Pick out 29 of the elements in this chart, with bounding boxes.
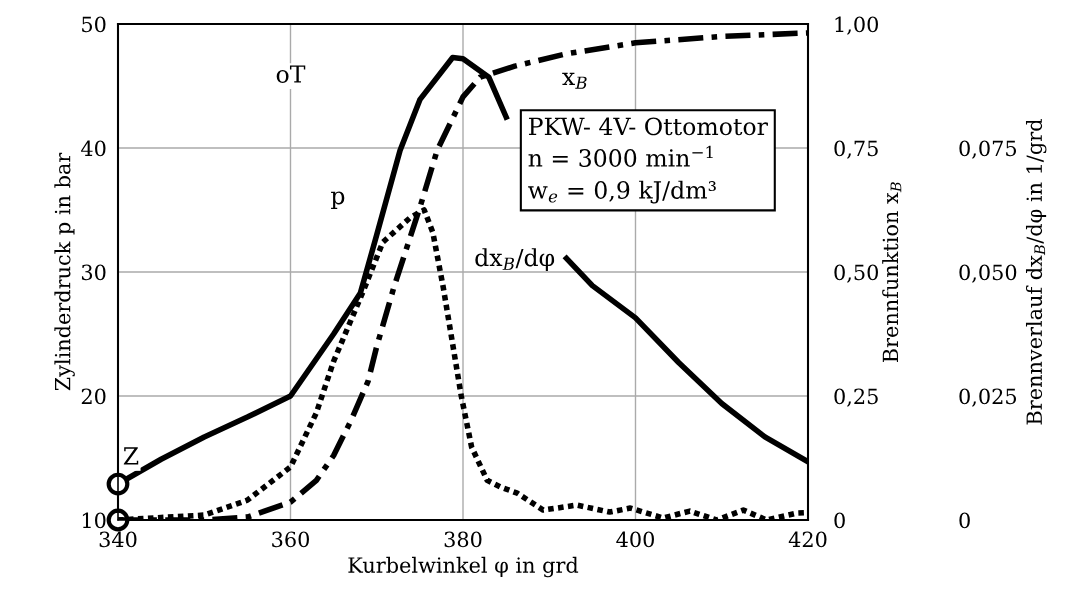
x-tick-label: 340 xyxy=(99,531,137,548)
annotation: x$_{B}$ xyxy=(562,72,587,89)
y-axis-title: Zylinderdruck p in bar xyxy=(54,152,75,391)
x-axis-title: Kurbelwinkel φ in grd xyxy=(348,556,579,578)
y-tick-label: 50 xyxy=(82,16,106,33)
y-tick-label: 40 xyxy=(81,140,106,157)
annotation: dx$_{B}$/dφ xyxy=(475,248,555,271)
y2-tick-label: 1,00 xyxy=(835,16,878,35)
annotation: Z xyxy=(123,447,139,465)
y2-tick-label: 0,50 xyxy=(834,264,878,283)
x-tick-label: 400 xyxy=(616,531,654,548)
annotation: p xyxy=(331,191,345,210)
y2-tick-label: 0 xyxy=(834,512,845,529)
y2-axis-title: Brennfunktion x$_{B}$ xyxy=(882,182,902,363)
y3-tick-label: 0,050 xyxy=(959,264,1017,283)
y3-tick-label: 0,025 xyxy=(959,388,1017,407)
y3-tick-label: 0 xyxy=(959,512,970,529)
y-tick-label: 30 xyxy=(81,264,106,281)
y-tick-label: 20 xyxy=(81,388,106,405)
y2-tick-label: 0,25 xyxy=(834,388,878,407)
y3-axis-title: Brennverlauf dx$_{B}$/dφ in 1/grd xyxy=(1025,119,1047,425)
annotation: oT xyxy=(276,65,306,83)
x-tick-label: 360 xyxy=(272,531,309,548)
y3-tick-label: 0,075 xyxy=(959,140,1017,159)
y-tick-label: 10 xyxy=(82,512,106,529)
x-tick-label: 420 xyxy=(788,531,827,548)
x-tick-label: 380 xyxy=(444,531,482,548)
y2-tick-label: 0,75 xyxy=(834,140,878,159)
text: PKW- 4V- Ottomotor n = 3000 min$^{−1}$ w$_{e}$ = 0,9 kJ/dm³ xyxy=(528,117,768,204)
